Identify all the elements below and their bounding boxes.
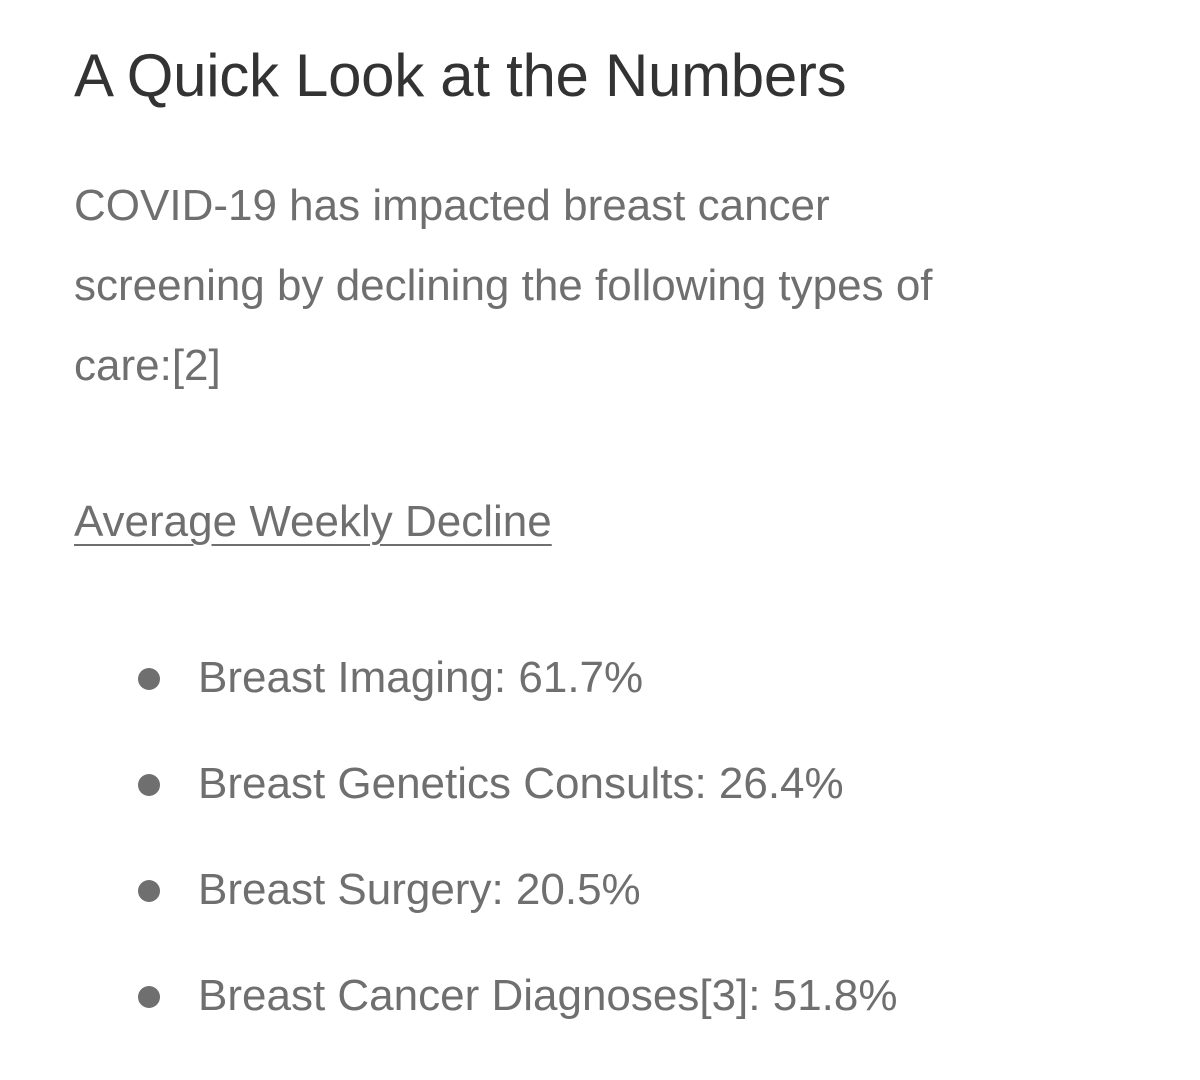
- section-subheading: Average Weekly Decline: [74, 497, 552, 546]
- stat-label: Breast Genetics Consults: 26.4%: [198, 759, 844, 808]
- bullet-icon: [138, 668, 160, 690]
- bullet-icon: [138, 880, 160, 902]
- intro-line: COVID-19 has impacted breast cancer: [74, 181, 830, 230]
- stat-label: Breast Surgery: 20.5%: [198, 865, 641, 914]
- intro-paragraph: COVID-19 has impacted breast cancer scre…: [74, 166, 1074, 406]
- stat-label: Breast Cancer Diagnoses[3]: 51.8%: [198, 971, 898, 1020]
- bullet-icon: [138, 774, 160, 796]
- bullet-icon: [138, 986, 160, 1008]
- page-heading: A Quick Look at the Numbers: [74, 42, 847, 109]
- intro-line: screening by declining the following typ…: [74, 261, 933, 310]
- intro-line: care:[2]: [74, 341, 221, 390]
- stat-label: Breast Imaging: 61.7%: [198, 653, 644, 702]
